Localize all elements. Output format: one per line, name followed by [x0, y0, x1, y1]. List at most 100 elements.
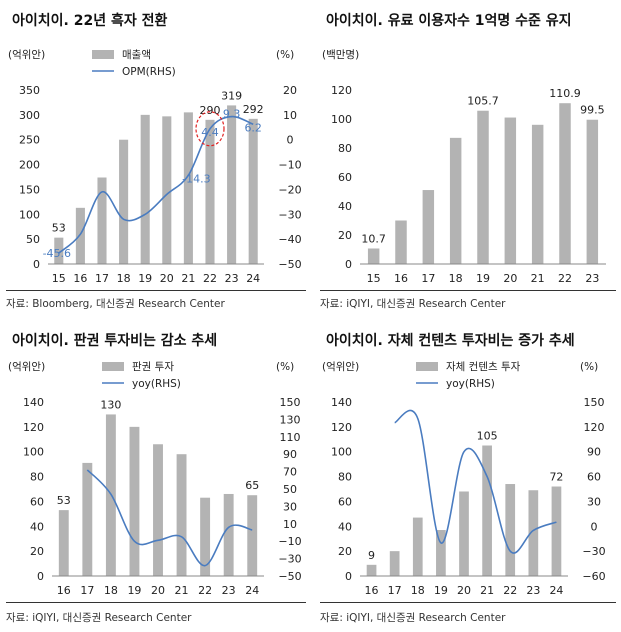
- x-tick-label: 18: [104, 584, 118, 597]
- y-tick-label: 60: [30, 495, 44, 508]
- y-tick-label: 40: [338, 520, 352, 533]
- y2-tick-label: 10: [283, 109, 297, 122]
- bar: [459, 491, 469, 576]
- y2-tick-label: 90: [587, 446, 601, 459]
- panel-revenue-opm: 아이치이. 22년 흑자 전환 (억위안) (%) 0 50 100 150 200 250 3…: [6, 8, 306, 320]
- bar: [389, 551, 400, 576]
- bar: [504, 117, 517, 264]
- source-divider: [6, 290, 306, 291]
- y-tick-label: 20: [30, 545, 44, 558]
- bar: [223, 493, 234, 576]
- bar-data-label: 10.7: [361, 232, 386, 245]
- x-tick-label: 21: [531, 272, 545, 285]
- chart-source: 자료: iQIYI, 대신증권 Research Center: [320, 298, 506, 310]
- y-tick-label: 20: [338, 229, 352, 242]
- x-tick-label: 22: [203, 272, 217, 285]
- legend-line-label: yoy(RHS): [132, 378, 181, 390]
- x-tick-label: 16: [73, 272, 87, 285]
- legend-bar-label: 매출액: [122, 49, 151, 61]
- source-divider: [320, 602, 616, 603]
- x-tick-label: 17: [388, 584, 402, 597]
- chart-title: 아이치이. 자체 컨텐츠 투자비는 증가 추세: [326, 333, 575, 349]
- bar-data-label: 292: [243, 103, 264, 116]
- y-tick-label: 100: [19, 208, 40, 221]
- bar: [54, 237, 64, 264]
- y2-tick-label: −10: [278, 535, 301, 548]
- y2-tick-label: −40: [278, 233, 301, 246]
- x-tick-label: 23: [585, 272, 599, 285]
- panel-license-investment: 아이치이. 판권 투자비는 감소 추세 (억위안) (%) 0 20 40 60 80 100…: [6, 320, 306, 632]
- x-tick-label: 16: [57, 584, 71, 597]
- x-tick-label: 18: [449, 272, 463, 285]
- bar: [528, 490, 539, 576]
- y2-axis-label: (%): [276, 49, 294, 61]
- bar: [367, 248, 380, 264]
- x-tick-label: 22: [198, 584, 212, 597]
- bar: [129, 426, 140, 576]
- bar: [97, 177, 107, 264]
- line-data-label: 4.4: [201, 126, 219, 139]
- y-tick-label: 140: [23, 396, 44, 409]
- y-tick-label: 60: [338, 495, 352, 508]
- x-tick-label: 24: [246, 272, 260, 285]
- y-tick-label: 120: [331, 421, 352, 434]
- bar: [119, 139, 129, 264]
- bar-data-label: 53: [57, 494, 71, 507]
- y2-tick-label: 150: [280, 396, 301, 409]
- y-axis-label: (억위안): [8, 48, 45, 61]
- x-tick-label: 18: [411, 584, 425, 597]
- y-tick-label: 300: [19, 109, 40, 122]
- x-tick-label: 22: [503, 584, 517, 597]
- original-content-investment-chart: (억위안) (%) 0 20 40 60 80 100 120 140 −60 −30 0 30 60 90 1…: [322, 360, 606, 597]
- bar: [153, 444, 163, 576]
- y2-tick-label: −30: [278, 553, 301, 566]
- bar: [82, 462, 93, 576]
- y2-tick-label: −10: [278, 159, 301, 172]
- x-tick-label: 19: [476, 272, 490, 285]
- y-tick-label: 40: [338, 200, 352, 213]
- line-series-yoy(RHS): [86, 469, 253, 567]
- x-tick-label: 21: [181, 272, 195, 285]
- bar: [248, 118, 258, 264]
- legend-line-label: yoy(RHS): [446, 378, 495, 390]
- x-tick-label: 20: [457, 584, 471, 597]
- bar: [140, 114, 150, 264]
- x-tick-label: 20: [151, 584, 165, 597]
- y-tick-label: 350: [19, 84, 40, 97]
- x-tick-label: 21: [480, 584, 494, 597]
- bar-data-label: 130: [100, 398, 121, 411]
- y2-tick-label: 10: [283, 518, 297, 531]
- y-tick-label: 120: [23, 421, 44, 434]
- bar-data-label: 110.9: [549, 87, 581, 100]
- bar: [247, 495, 258, 576]
- y2-tick-label: 60: [587, 471, 601, 484]
- x-tick-label: 23: [222, 584, 236, 597]
- bar: [162, 116, 172, 264]
- bar: [412, 517, 423, 576]
- line-series-yoy(RHS): [394, 409, 557, 554]
- y-tick-label: 100: [331, 446, 352, 459]
- line-data-label: 9.3: [223, 108, 241, 121]
- y2-tick-label: 30: [587, 495, 601, 508]
- y2-tick-label: −30: [278, 208, 301, 221]
- highlight-circle: [195, 111, 225, 147]
- y2-axis-label: (%): [580, 361, 598, 373]
- x-tick-label: 23: [526, 584, 540, 597]
- source-divider: [6, 602, 306, 603]
- panel-paid-subscribers: 아이치이. 유료 이용자수 1억명 수준 유지 (백만명) 0 20 40 60 80 10…: [320, 8, 620, 320]
- x-tick-label: 24: [245, 584, 259, 597]
- y2-tick-label: 150: [584, 396, 605, 409]
- bar: [559, 103, 571, 264]
- x-tick-label: 15: [52, 272, 66, 285]
- bar-data-label: 99.5: [580, 104, 605, 117]
- chart-source: 자료: iQIYI, 대신증권 Research Center: [6, 612, 192, 624]
- y-tick-label: 80: [338, 471, 352, 484]
- line-data-label: -45.6: [43, 247, 71, 260]
- x-tick-label: 21: [175, 584, 189, 597]
- bar: [227, 105, 237, 264]
- y2-tick-label: 30: [283, 500, 297, 513]
- bar: [395, 220, 407, 264]
- y-tick-label: 150: [19, 183, 40, 196]
- x-tick-label: 19: [138, 272, 152, 285]
- x-tick-label: 23: [225, 272, 239, 285]
